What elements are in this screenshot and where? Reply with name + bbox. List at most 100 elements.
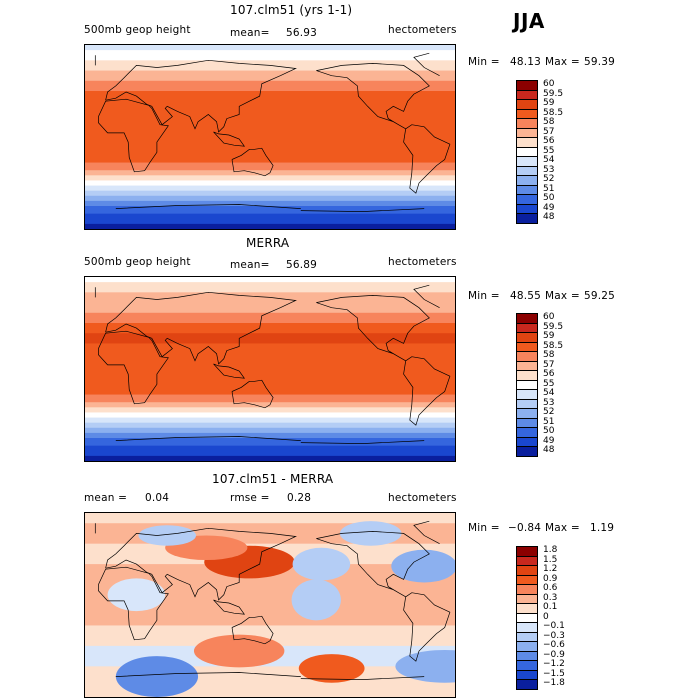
colorbar-label: 52 [543, 407, 555, 417]
contour-band [85, 282, 455, 293]
colorbar-label: 58.5 [543, 340, 564, 351]
min-value: 48.55 [510, 290, 542, 302]
contour-band [85, 312, 455, 324]
colorbar-label: 1.2 [543, 564, 558, 574]
colorbar-label: 60 [543, 79, 555, 89]
contour-band [85, 175, 455, 181]
contour-band [85, 427, 455, 434]
coastline [115, 204, 425, 212]
coastline [231, 147, 274, 177]
variable-label: 500mb geop height [84, 24, 191, 36]
colorbar-label: 1.5 [543, 554, 558, 565]
mean-label: mean= [230, 27, 270, 39]
contour-band [85, 422, 455, 429]
colorbar-label: 0.9 [543, 573, 558, 584]
colorbar-model: 60 59.5 59 58.5 58 57 56 55 54 53 52 51 50 49 48 [516, 79, 576, 225]
rmse-value: 0.28 [287, 492, 312, 504]
colorbar-label: 55 [543, 145, 555, 156]
max-label: Max = [545, 522, 580, 534]
colorbar-swatch [516, 446, 538, 457]
coastline [105, 291, 297, 365]
anomaly-contour [298, 654, 365, 683]
map-diff-svg [85, 513, 455, 697]
units-label: hectometers [388, 492, 457, 504]
min-label: Min = [468, 522, 500, 534]
coastline [213, 363, 246, 379]
colorbar-label: 50 [543, 193, 555, 203]
colorbar-label: 59.5 [543, 321, 564, 332]
contour-band [85, 162, 455, 171]
colorbar-label: 57 [543, 359, 555, 370]
contour-band [85, 333, 455, 344]
colorbar-label: −1.8 [543, 678, 565, 688]
coastline [94, 520, 440, 545]
coastline [403, 124, 451, 194]
coastline [231, 615, 274, 645]
colorbar-merra: 60 59.5 59 58.5 58 57 56 55 54 53 52 51 50 49 48 [516, 312, 576, 458]
colorbar-label: 0 [543, 611, 549, 622]
contour-band [85, 302, 455, 314]
anomaly-contour [339, 521, 402, 546]
min-value: 48.13 [510, 56, 542, 68]
contour-band [85, 180, 455, 187]
colorbar-swatch [516, 213, 538, 224]
anomaly-contour [138, 525, 196, 546]
colorbar-label: 59 [543, 98, 555, 108]
colorbar-label: 48 [543, 212, 555, 222]
units-label: hectometers [388, 256, 457, 268]
contour-band [85, 417, 455, 424]
contour-band [85, 438, 455, 447]
coastline [231, 379, 274, 409]
contour-band [85, 384, 455, 396]
max-value: 59.25 [584, 290, 616, 302]
colorbar-label: 58.5 [543, 107, 564, 118]
map-model [84, 44, 456, 230]
colorbar-label: −0.9 [543, 649, 565, 660]
colorbar-label: −0.6 [543, 640, 565, 650]
rmse-label: rmse = [230, 492, 270, 504]
coastline [213, 131, 246, 147]
colorbar-label: 49 [543, 435, 555, 446]
contour-band [85, 625, 455, 647]
contour-band [85, 343, 455, 355]
contour-band [85, 412, 455, 419]
contour-band [85, 45, 455, 51]
coastline [105, 527, 297, 601]
contour-band [85, 200, 455, 207]
contour-band [85, 213, 455, 225]
colorbar-label: 0.1 [543, 602, 558, 612]
contour-band [85, 223, 455, 229]
contour-band [85, 80, 455, 92]
colorbar-label: 53 [543, 164, 555, 175]
contour-band [85, 277, 455, 283]
colorbar-diff: 1.8 1.5 1.2 0.9 0.6 0.3 0.1 0 −0.1 −0.3 −0.6 −0.9 −1… [516, 545, 576, 691]
colorbar-label: −0.1 [543, 621, 565, 631]
max-label: Max = [545, 56, 580, 68]
colorbar-label: 59 [543, 331, 555, 341]
anomaly-contour [107, 578, 166, 612]
min-label: Min = [468, 290, 500, 302]
max-label: Max = [545, 290, 580, 302]
coastline [105, 59, 297, 133]
map-merra-svg [85, 277, 455, 461]
contour-band [85, 185, 455, 192]
contour-band [85, 394, 455, 403]
mean-label: mean = [84, 492, 128, 504]
colorbar-label: 50 [543, 426, 555, 436]
coastline [94, 284, 440, 309]
coastline [115, 436, 425, 444]
panel-title: 107.clm51 - MERRA [212, 472, 334, 486]
contour-band [85, 142, 455, 153]
contour-band [85, 686, 455, 697]
contour-band [85, 432, 455, 439]
colorbar-label: 56 [543, 136, 555, 146]
contour-band [85, 374, 455, 385]
colorbar-label: −1.2 [543, 659, 565, 669]
colorbar-label: 1.8 [543, 545, 558, 555]
max-value: 1.19 [590, 522, 615, 534]
panel-title: MERRA [246, 236, 290, 250]
contour-band [85, 70, 455, 82]
map-model-svg [85, 45, 455, 229]
contour-band [85, 445, 455, 457]
coastline [316, 295, 430, 362]
